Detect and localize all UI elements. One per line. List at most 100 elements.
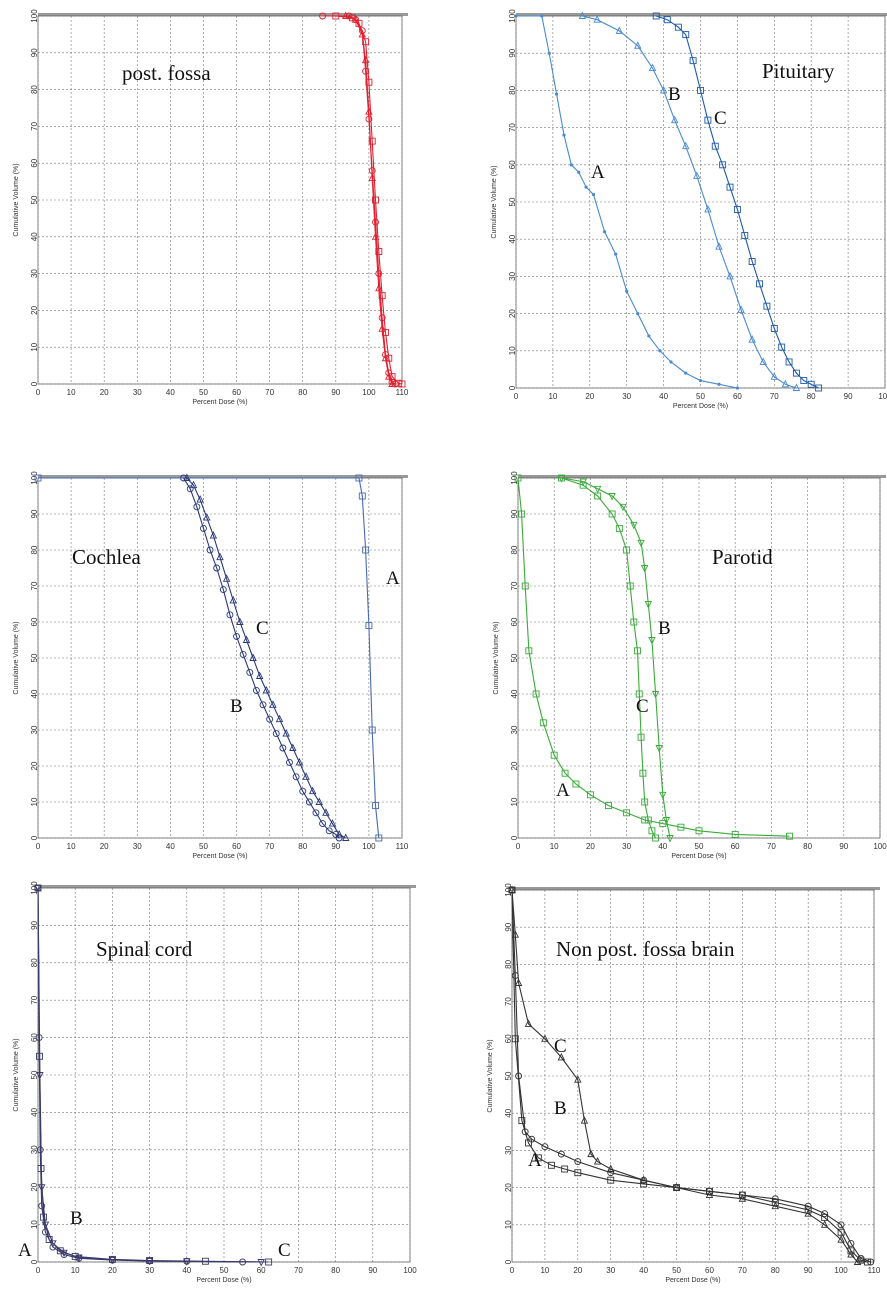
x-tick-label: 30 bbox=[622, 842, 631, 851]
data-point bbox=[71, 1252, 79, 1260]
data-point bbox=[372, 802, 379, 810]
data-point bbox=[770, 372, 779, 380]
series-line bbox=[345, 15, 393, 385]
data-point bbox=[579, 481, 587, 489]
series-line bbox=[37, 887, 269, 1263]
data-point bbox=[644, 816, 652, 824]
data-point bbox=[365, 78, 373, 86]
data-point bbox=[183, 473, 191, 481]
series-line bbox=[511, 889, 858, 1263]
x-tick-label: 100 bbox=[362, 388, 376, 397]
y-tick-label: 80 bbox=[30, 85, 39, 94]
y-tick-label: 50 bbox=[30, 1070, 39, 1079]
data-point bbox=[378, 314, 386, 322]
data-point bbox=[639, 1175, 648, 1184]
chart-title: Pituitary bbox=[762, 59, 835, 83]
data-point bbox=[738, 1194, 747, 1202]
data-point bbox=[800, 377, 808, 385]
x-tick-label: 50 bbox=[672, 1266, 681, 1275]
data-point bbox=[771, 1201, 780, 1210]
data-point bbox=[615, 524, 623, 532]
data-point bbox=[586, 791, 594, 799]
x-tick-label: 10 bbox=[548, 392, 557, 401]
y-tick-label: 40 bbox=[30, 689, 39, 698]
data-point bbox=[711, 142, 719, 150]
data-point bbox=[677, 823, 685, 831]
x-tick-label: 50 bbox=[695, 842, 704, 851]
y-tick-label: 40 bbox=[504, 1108, 513, 1117]
data-point bbox=[669, 360, 673, 364]
x-tick-label: 90 bbox=[331, 842, 340, 851]
curve-label-a: A bbox=[386, 568, 400, 589]
data-point bbox=[606, 1164, 615, 1172]
data-point bbox=[189, 480, 198, 489]
y-tick-label: 90 bbox=[504, 922, 513, 931]
data-point bbox=[615, 26, 624, 34]
y-axis-label: Cumulative Volume (%) bbox=[487, 1039, 494, 1112]
y-tick-label: 10 bbox=[510, 797, 519, 806]
data-point bbox=[37, 1165, 45, 1172]
data-point bbox=[108, 1255, 116, 1263]
data-point bbox=[648, 827, 656, 835]
data-point bbox=[584, 185, 588, 189]
data-point bbox=[637, 733, 645, 741]
data-point bbox=[662, 817, 671, 825]
data-point bbox=[375, 283, 383, 292]
data-point bbox=[180, 474, 188, 482]
data-point bbox=[289, 743, 297, 751]
data-point bbox=[821, 1210, 829, 1218]
data-point bbox=[704, 116, 712, 124]
chart-title: Spinal cord bbox=[96, 937, 193, 961]
x-tick-label: 80 bbox=[807, 392, 816, 401]
x-tick-label: 30 bbox=[133, 388, 142, 397]
data-point bbox=[319, 12, 327, 20]
data-point bbox=[697, 86, 704, 94]
data-point bbox=[372, 196, 379, 204]
data-point bbox=[684, 371, 688, 375]
data-point bbox=[804, 1206, 812, 1214]
x-tick-label: 70 bbox=[738, 1266, 747, 1275]
data-point bbox=[652, 834, 660, 842]
y-tick-label: 40 bbox=[508, 234, 517, 243]
data-point bbox=[591, 192, 596, 197]
data-point bbox=[640, 565, 649, 573]
x-tick-label: 60 bbox=[733, 392, 742, 401]
data-point bbox=[614, 252, 618, 256]
data-point bbox=[738, 1191, 746, 1199]
data-point bbox=[623, 546, 631, 554]
y-tick-label: 30 bbox=[30, 269, 39, 278]
x-tick-label: 110 bbox=[396, 842, 409, 851]
data-point bbox=[541, 1034, 549, 1042]
data-point bbox=[593, 485, 602, 494]
x-tick-label: 0 bbox=[510, 1266, 515, 1275]
y-tick-label: 60 bbox=[504, 1034, 513, 1043]
plot-frame bbox=[515, 15, 886, 389]
data-point bbox=[335, 829, 343, 838]
data-point bbox=[266, 715, 274, 723]
data-point bbox=[641, 798, 649, 806]
data-point bbox=[60, 1251, 68, 1258]
x-axis-label: Percent Dose (%) bbox=[671, 853, 726, 860]
data-point bbox=[222, 574, 231, 582]
data-point bbox=[532, 690, 540, 698]
data-point bbox=[695, 827, 703, 835]
x-tick-label: 20 bbox=[108, 1266, 117, 1275]
data-point bbox=[521, 1128, 529, 1136]
y-tick-label: 0 bbox=[510, 835, 519, 840]
y-tick-label: 10 bbox=[508, 346, 517, 355]
data-point bbox=[262, 685, 271, 694]
data-point bbox=[562, 133, 566, 137]
x-tick-label: 0 bbox=[36, 388, 41, 397]
data-point bbox=[41, 1221, 50, 1230]
y-tick-label: 0 bbox=[30, 1259, 39, 1264]
x-tick-label: 80 bbox=[771, 1266, 780, 1275]
data-point bbox=[378, 324, 386, 332]
data-point bbox=[853, 1257, 862, 1265]
y-tick-label: 20 bbox=[30, 305, 39, 314]
data-point bbox=[295, 757, 304, 766]
data-point bbox=[655, 745, 663, 753]
data-point bbox=[362, 546, 370, 554]
chart-svg: 0 10 20 30 40 50 60 70 80 90 100 0 10 20 30 40 50 60 70 80 9… bbox=[491, 9, 887, 410]
data-point bbox=[666, 835, 674, 843]
data-point bbox=[693, 171, 701, 179]
